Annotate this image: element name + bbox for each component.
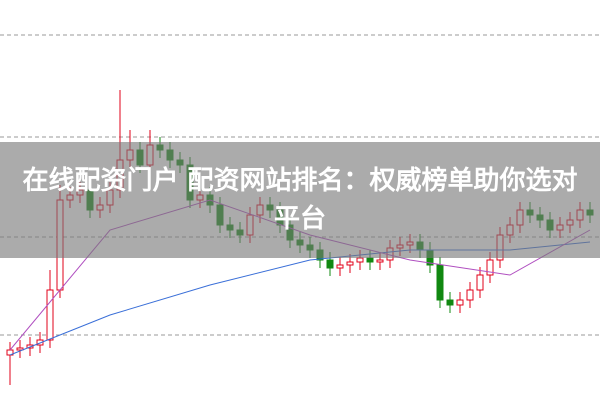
candle-body: [446, 299, 454, 306]
candle-body: [356, 257, 364, 263]
candle-body: [346, 261, 354, 266]
candle-body: [476, 274, 484, 291]
candle-body: [456, 299, 464, 306]
candle-body: [486, 259, 494, 276]
candle-body: [46, 289, 54, 341]
candle-body: [326, 259, 334, 269]
candle-body: [376, 259, 384, 263]
candle-body: [436, 264, 444, 301]
title: 在线配资门户 配资网站排名：权威榜单助你选对平台: [22, 166, 578, 234]
candle-body: [366, 257, 374, 263]
title-band: 在线配资门户 配资网站排名：权威榜单助你选对平台: [0, 142, 600, 258]
candle-body: [336, 264, 344, 269]
candle-body: [16, 347, 24, 351]
candle-body: [466, 289, 474, 301]
